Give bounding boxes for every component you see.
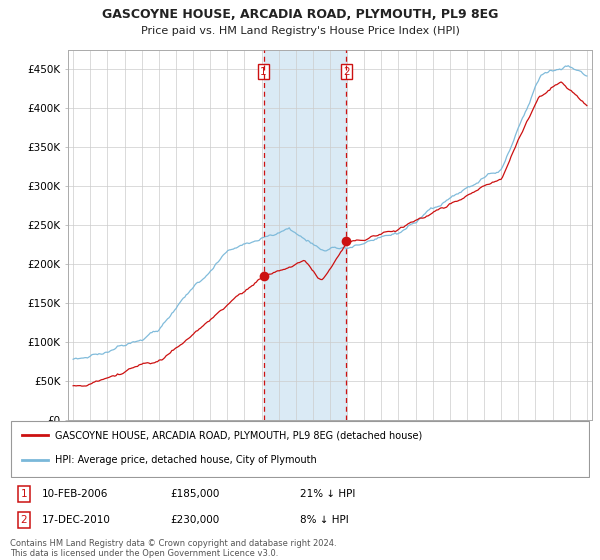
Text: GASCOYNE HOUSE, ARCADIA ROAD, PLYMOUTH, PL9 8EG (detached house): GASCOYNE HOUSE, ARCADIA ROAD, PLYMOUTH, … (55, 430, 422, 440)
Text: 17-DEC-2010: 17-DEC-2010 (42, 515, 111, 525)
Text: HPI: Average price, detached house, City of Plymouth: HPI: Average price, detached house, City… (55, 455, 317, 465)
Bar (263, 50, 346, 420)
Text: 1: 1 (260, 67, 267, 77)
Text: Contains HM Land Registry data © Crown copyright and database right 2024.
This d: Contains HM Land Registry data © Crown c… (10, 539, 337, 558)
Text: 1: 1 (20, 489, 28, 499)
Text: 8% ↓ HPI: 8% ↓ HPI (300, 515, 349, 525)
Text: Price paid vs. HM Land Registry's House Price Index (HPI): Price paid vs. HM Land Registry's House … (140, 26, 460, 36)
Text: £185,000: £185,000 (170, 489, 220, 499)
Text: 2: 2 (343, 67, 350, 77)
Text: GASCOYNE HOUSE, ARCADIA ROAD, PLYMOUTH, PL9 8EG: GASCOYNE HOUSE, ARCADIA ROAD, PLYMOUTH, … (102, 8, 498, 21)
Text: 2: 2 (20, 515, 28, 525)
Text: £230,000: £230,000 (170, 515, 219, 525)
Text: 21% ↓ HPI: 21% ↓ HPI (300, 489, 355, 499)
Text: 10-FEB-2006: 10-FEB-2006 (42, 489, 109, 499)
